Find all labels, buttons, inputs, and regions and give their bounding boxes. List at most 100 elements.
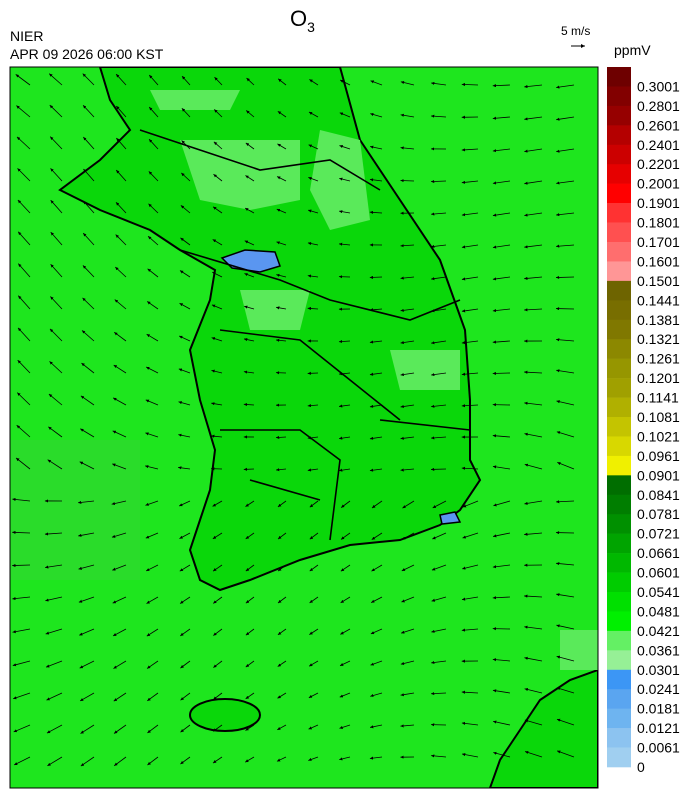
wind-vector xyxy=(370,80,383,86)
wind-vector xyxy=(146,301,159,310)
wind-vector xyxy=(146,333,159,342)
wind-vector xyxy=(79,692,95,702)
wind-vector xyxy=(400,692,415,697)
wind-vector xyxy=(12,497,31,502)
wind-vector xyxy=(276,306,287,310)
colorbar-swatch xyxy=(607,378,631,398)
wind-vector xyxy=(12,530,31,535)
wind-vector xyxy=(115,234,127,246)
wind-vector xyxy=(181,140,191,150)
wind-vector xyxy=(212,500,223,507)
wind-vector xyxy=(245,660,255,668)
map-frame xyxy=(9,66,599,789)
wind-vector xyxy=(145,366,159,374)
wind-scale-label: 5 m/s xyxy=(561,24,590,38)
wind-vector xyxy=(115,169,127,182)
wind-vector xyxy=(113,660,127,669)
colorbar-swatch xyxy=(607,553,631,573)
wind-vector xyxy=(45,564,63,569)
wind-vector xyxy=(400,436,415,440)
wind-vector xyxy=(431,179,447,184)
wind-vector xyxy=(277,660,287,667)
wind-vector xyxy=(557,462,575,470)
wind-vector xyxy=(309,79,319,86)
colorbar-label: 0.2401 xyxy=(637,137,680,153)
wind-vector xyxy=(212,564,223,572)
colorbar-swatch xyxy=(607,494,631,515)
wind-vector xyxy=(146,660,159,669)
colorbar-swatch xyxy=(607,358,631,379)
wind-vector xyxy=(212,756,223,764)
wind-vector xyxy=(113,331,127,342)
colorbar-swatch xyxy=(607,475,631,496)
wind-vector xyxy=(245,500,255,507)
colorbar-label: 0.3001 xyxy=(637,78,680,94)
wind-vector xyxy=(82,265,95,278)
wind-vector xyxy=(431,244,447,248)
colorbar-swatch xyxy=(607,125,631,146)
wind-vector xyxy=(461,82,479,87)
wind-vector xyxy=(524,148,543,153)
title-main: O xyxy=(290,6,307,31)
wind-vector xyxy=(339,210,351,214)
wind-vector xyxy=(307,241,319,246)
colorbar-swatch xyxy=(607,592,631,612)
wind-vector xyxy=(493,532,511,538)
colorbar-label: 0.0421 xyxy=(637,623,680,639)
wind-vector xyxy=(432,500,447,509)
wind-vector xyxy=(179,564,191,572)
wind-vector xyxy=(178,401,191,406)
wind-vector xyxy=(461,372,479,376)
wind-vector xyxy=(45,660,63,668)
wind-vector xyxy=(338,468,351,472)
wind-vector xyxy=(308,724,319,730)
wind-vector xyxy=(179,302,191,310)
wind-vector xyxy=(213,628,223,636)
wind-vector xyxy=(113,724,127,734)
wind-vector xyxy=(461,690,479,694)
wind-vector xyxy=(180,660,191,669)
wind-vector xyxy=(245,142,255,150)
colorbar-label: 0.1141 xyxy=(637,390,679,406)
wind-vector xyxy=(338,404,351,408)
low-area xyxy=(439,511,462,525)
colorbar-label: 0.1081 xyxy=(637,409,680,425)
wind-vector xyxy=(308,177,319,182)
wind-vector xyxy=(461,721,479,726)
wind-vector xyxy=(308,660,319,667)
wind-vector xyxy=(556,369,575,374)
wind-vector xyxy=(46,692,63,701)
wind-vector xyxy=(492,180,511,185)
wind-vector xyxy=(556,275,575,280)
island xyxy=(189,698,261,732)
wind-vector xyxy=(17,199,31,214)
wind-vector xyxy=(178,500,191,507)
wind-vector xyxy=(147,756,159,766)
wind-vector xyxy=(400,468,415,472)
wind-vector xyxy=(17,263,31,278)
colorbar-swatch xyxy=(607,572,631,593)
wind-vector xyxy=(113,756,127,767)
wind-vector xyxy=(147,724,159,734)
wind-vector xyxy=(524,116,543,121)
wind-vector xyxy=(50,199,63,214)
wind-vector xyxy=(401,596,415,603)
wind-vector xyxy=(212,532,223,540)
wind-vector xyxy=(16,424,31,438)
wind-vector xyxy=(556,212,575,217)
wind-vector xyxy=(339,79,351,86)
wind-vector xyxy=(15,74,31,86)
wind-vector xyxy=(431,81,447,86)
wind-vector xyxy=(113,364,127,374)
wind-vector xyxy=(13,692,31,700)
wind-vector xyxy=(492,212,511,217)
wind-vector xyxy=(78,564,95,570)
colorbar-label: 0 xyxy=(637,759,645,775)
wind-vector xyxy=(492,371,511,376)
wind-vector xyxy=(556,338,575,342)
colorbar-label: 0.1321 xyxy=(637,331,680,347)
wind-vector xyxy=(83,168,95,182)
wind-vector xyxy=(243,402,255,407)
title: O3 xyxy=(290,6,315,35)
wind-vector xyxy=(370,660,383,666)
